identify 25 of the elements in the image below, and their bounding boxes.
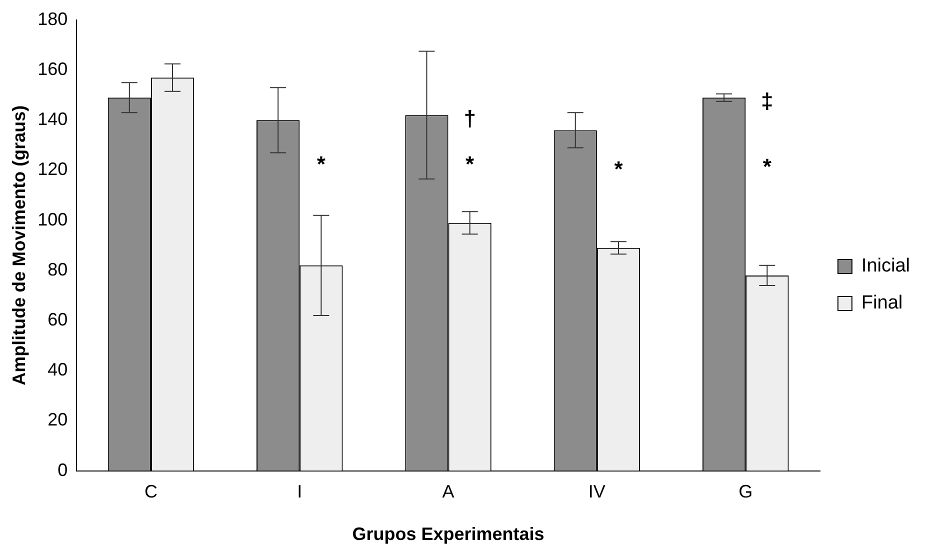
y-tick-label: 140 bbox=[38, 109, 68, 130]
legend-label: Final bbox=[861, 292, 903, 314]
y-tick-label: 60 bbox=[48, 310, 68, 330]
y-tick-label: 80 bbox=[48, 259, 68, 280]
annotation: * bbox=[614, 156, 624, 182]
y-tick-label: 160 bbox=[38, 59, 68, 80]
annotation: * bbox=[466, 151, 475, 176]
annotation: ‡ bbox=[761, 88, 774, 114]
y-tick-label: 180 bbox=[38, 8, 68, 29]
y-axis-title: Amplitude de Movimento (graus) bbox=[8, 105, 29, 386]
x-axis-title: Grupos Experimentais bbox=[352, 524, 544, 544]
y-tick-label: 20 bbox=[48, 410, 68, 430]
legend-label: Inicial bbox=[861, 256, 910, 277]
x-tick-label: C bbox=[144, 482, 158, 502]
x-tick-label: A bbox=[442, 482, 454, 502]
y-tick-label: 100 bbox=[38, 209, 68, 230]
annotation: * bbox=[762, 154, 772, 179]
annotation: * bbox=[316, 151, 326, 176]
x-tick-label: G bbox=[738, 482, 753, 502]
annotation: † bbox=[464, 106, 476, 132]
y-tick-label: 40 bbox=[48, 360, 68, 380]
y-tick-label: 0 bbox=[58, 460, 68, 480]
x-tick-label: IV bbox=[588, 482, 606, 502]
y-tick-label: 120 bbox=[38, 159, 68, 180]
x-tick-label: I bbox=[297, 482, 302, 502]
